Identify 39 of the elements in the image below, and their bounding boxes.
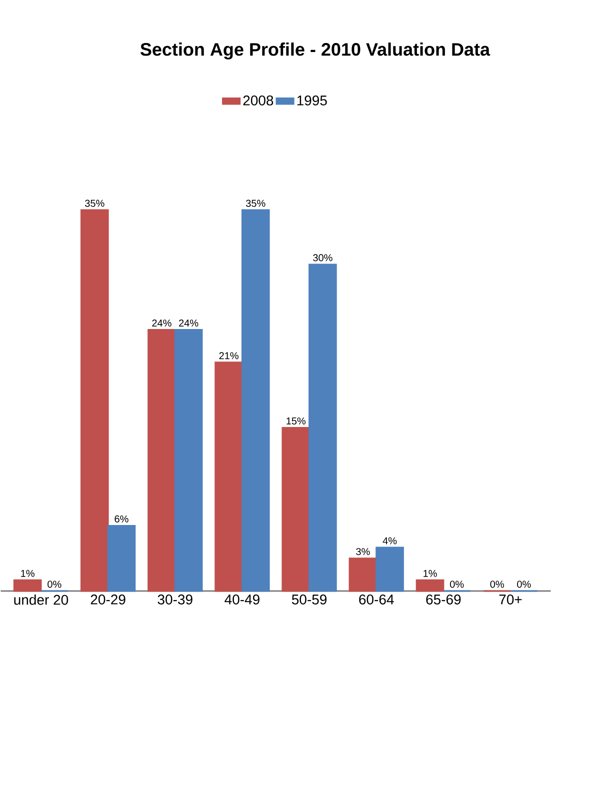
data-label: 0% — [48, 580, 62, 588]
bar — [107, 524, 136, 592]
bar — [376, 546, 404, 592]
bar — [241, 209, 270, 592]
bar — [308, 264, 337, 592]
x-tick-label: 70+ — [499, 594, 522, 604]
data-label: 24% — [152, 320, 172, 327]
bar — [13, 579, 42, 592]
bar — [282, 426, 310, 592]
bar — [214, 362, 243, 592]
data-label: 15% — [286, 417, 306, 425]
x-tick-label: 20-29 — [90, 594, 126, 604]
chart-title: Section Age Profile - 2010 Valuation Data — [140, 42, 490, 60]
data-label: 6% — [114, 515, 128, 522]
data-label: 35% — [246, 200, 266, 207]
data-label: 21% — [219, 352, 238, 360]
data-label: 0% — [490, 580, 504, 588]
bar — [174, 329, 203, 592]
data-label: 1% — [424, 570, 437, 577]
data-label: 0% — [517, 580, 531, 588]
x-tick-label: 65-69 — [426, 594, 461, 604]
data-label: 35% — [85, 200, 104, 207]
data-label: 0% — [450, 580, 464, 588]
x-tick-label: 30-39 — [158, 594, 192, 604]
legend-label: 1995 — [297, 96, 327, 106]
data-label: 3% — [356, 548, 370, 556]
legend-label: 2008 — [243, 96, 274, 106]
x-tick-label: 50-59 — [292, 594, 327, 604]
bar — [148, 329, 176, 592]
data-label: 1% — [21, 570, 34, 577]
data-label: 24% — [179, 320, 198, 327]
data-label: 4% — [382, 537, 397, 544]
bar — [80, 209, 109, 592]
data-label: 30% — [313, 254, 332, 262]
bar — [416, 579, 444, 592]
bar — [348, 558, 378, 592]
x-tick-label: under 20 — [14, 594, 68, 605]
x-tick-label: 40-49 — [224, 594, 260, 604]
x-tick-label: 60-64 — [359, 594, 394, 604]
